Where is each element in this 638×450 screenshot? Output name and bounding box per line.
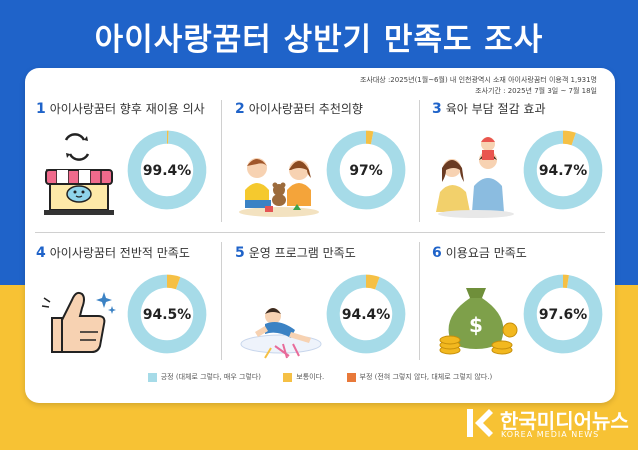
donut-value-label: 97.6% bbox=[539, 307, 587, 323]
divider-vertical-1 bbox=[221, 100, 222, 222]
panel-childcare-burden: 3 육아 부담 절감 효과 94.7% bbox=[426, 94, 616, 244]
panel-recommend-intent: 2 아이사랑꿈터 추천의향 97% bbox=[229, 94, 419, 244]
panel-number: 3 bbox=[432, 101, 442, 117]
panel-title: 5 운영 프로그램 만족도 bbox=[235, 244, 356, 261]
panel-title-text: 이용요금 만족도 bbox=[445, 246, 527, 260]
donut-value-label: 94.7% bbox=[539, 163, 587, 179]
panel-number: 4 bbox=[36, 245, 46, 261]
survey-target: 조사대상 :2025년(1월~6월) 내 인천광역시 소재 아이사랑꿈터 이용객… bbox=[359, 76, 597, 84]
panel-revisit-intent: 1 아이사랑꿈터 향후 재이용 의사 99.4% bbox=[30, 94, 220, 244]
donut-segment-neutral bbox=[365, 274, 380, 290]
panel-title: 2 아이사랑꿈터 추천의향 bbox=[235, 100, 363, 117]
publisher-name: 한국미디어뉴스 bbox=[500, 409, 629, 433]
publisher-subtitle: KOREA MEDIA NEWS bbox=[501, 430, 600, 439]
panel-title-text: 아이사랑꿈터 전반적 만족도 bbox=[49, 246, 190, 260]
children-playing-icon bbox=[239, 158, 319, 217]
divider-vertical-3 bbox=[221, 242, 222, 360]
legend-swatch bbox=[346, 372, 356, 382]
thumbs-up-icon bbox=[41, 291, 116, 353]
child-drawing-icon bbox=[240, 308, 322, 359]
donut-value-label: 97% bbox=[349, 163, 382, 179]
panel-number: 6 bbox=[432, 245, 442, 261]
legend-label: 보통이다. bbox=[296, 373, 325, 381]
panel-number: 1 bbox=[36, 101, 46, 117]
donut-chart-4: 94.5% bbox=[127, 274, 207, 354]
donut-value-label: 99.4% bbox=[143, 163, 191, 179]
survey-card: 조사대상 :2025년(1월~6월) 내 인천광역시 소재 아이사랑꿈터 이용객… bbox=[25, 68, 615, 403]
divider-horizontal bbox=[35, 232, 605, 233]
legend-swatch bbox=[147, 372, 157, 382]
donut-segment-neutral bbox=[365, 130, 374, 145]
donut-segment-positive bbox=[523, 130, 603, 210]
panel-number: 5 bbox=[235, 245, 245, 261]
divider-vertical-4 bbox=[419, 242, 420, 360]
publisher-logo-icon bbox=[467, 409, 493, 437]
panel-number: 2 bbox=[235, 101, 245, 117]
legend-label: 긍정 (대체로 그렇다, 매우 그렇다) bbox=[160, 373, 262, 381]
svg-text:$: $ bbox=[469, 313, 483, 337]
panel-title-text: 아이사랑꿈터 향후 재이용 의사 bbox=[49, 102, 205, 116]
survey-period: 조사기간 : 2025년 7월 3일 ~ 7월 18일 bbox=[475, 87, 597, 95]
donut-segment-positive bbox=[127, 274, 207, 354]
panel-title: 1 아이사랑꿈터 향후 재이용 의사 bbox=[36, 100, 205, 117]
donut-segment-positive bbox=[326, 274, 406, 354]
donut-value-label: 94.5% bbox=[143, 307, 191, 323]
legend-item-neutral: 보통이다. bbox=[283, 372, 324, 382]
legend-swatch bbox=[283, 372, 293, 382]
publisher-logo: 한국미디어뉴스 KOREA MEDIA NEWS bbox=[465, 405, 635, 445]
panel-fee-satisfaction: 6 이용요금 만족도 $ 97.6% bbox=[426, 238, 616, 388]
legend-item-positive: 긍정 (대체로 그렇다, 매우 그렇다) bbox=[147, 372, 262, 382]
panel-program-satisfaction: 5 운영 프로그램 만족도 94.4% bbox=[229, 238, 419, 388]
panel-title: 3 육아 부담 절감 효과 bbox=[432, 100, 546, 117]
page-title: 아이사랑꿈터 상반기 만족도 조사 bbox=[94, 22, 544, 58]
divider-vertical-2 bbox=[419, 100, 420, 222]
donut-chart-5: 94.4% bbox=[326, 274, 406, 354]
legend-item-negative: 부정 (전혀 그렇지 않다, 대체로 그렇지 않다.) bbox=[346, 372, 493, 382]
donut-segment-neutral bbox=[562, 130, 576, 146]
money-bag-icon: $ bbox=[439, 288, 518, 355]
donut-value-label: 94.4% bbox=[342, 307, 390, 323]
panel-title-text: 아이사랑꿈터 추천의향 bbox=[248, 102, 363, 116]
donut-segment-neutral bbox=[166, 274, 181, 290]
donut-segment-positive bbox=[127, 130, 207, 210]
store-icon bbox=[44, 133, 114, 215]
family-icon bbox=[436, 137, 514, 218]
donut-segment-positive bbox=[326, 130, 406, 210]
panel-title: 4 아이사랑꿈터 전반적 만족도 bbox=[36, 244, 190, 261]
panel-title: 6 이용요금 만족도 bbox=[432, 244, 527, 261]
panel-title-text: 육아 부담 절감 효과 bbox=[445, 102, 546, 116]
donut-chart-3: 94.7% bbox=[523, 130, 603, 210]
donut-chart-6: 97.6% bbox=[523, 274, 603, 354]
donut-chart-2: 97% bbox=[326, 130, 406, 210]
donut-chart-1: 99.4% bbox=[127, 130, 207, 210]
panel-title-text: 운영 프로그램 만족도 bbox=[248, 246, 356, 260]
legend-label: 부정 (전혀 그렇지 않다, 대체로 그렇지 않다.) bbox=[359, 373, 493, 381]
panel-overall-satisfaction: 4 아이사랑꿈터 전반적 만족도 94.5% bbox=[30, 238, 220, 388]
donut-segment-positive bbox=[523, 274, 603, 354]
chart-legend: 긍정 (대체로 그렇다, 매우 그렇다) 보통이다. 부정 (전혀 그렇지 않다… bbox=[25, 372, 615, 382]
